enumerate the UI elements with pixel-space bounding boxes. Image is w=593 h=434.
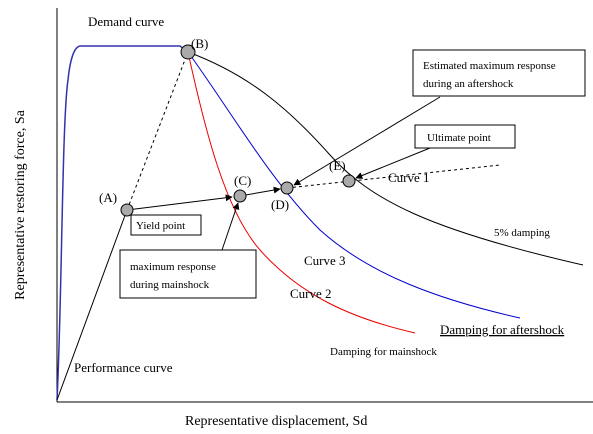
point-label: (D) bbox=[271, 197, 289, 212]
y-axis-label: Representative restoring force, Sa bbox=[13, 109, 28, 299]
arrow bbox=[221, 202, 240, 251]
point bbox=[180, 44, 196, 60]
curve-1 bbox=[187, 51, 584, 266]
point-label: (C) bbox=[234, 173, 251, 188]
box-text: maximum response bbox=[130, 261, 216, 273]
point bbox=[120, 203, 134, 217]
curve-2 bbox=[187, 51, 416, 334]
dashed-line bbox=[126, 51, 189, 211]
point-label: (B) bbox=[191, 36, 208, 51]
label: Damping for aftershock bbox=[440, 322, 565, 337]
label: 5% damping bbox=[494, 227, 550, 239]
performance-curve bbox=[56, 209, 128, 401]
box bbox=[412, 49, 586, 97]
box-text: during mainshock bbox=[130, 279, 210, 291]
label: Performance curve bbox=[74, 360, 173, 375]
arrow bbox=[126, 194, 233, 211]
label: Damping for mainshock bbox=[330, 346, 437, 358]
point bbox=[233, 189, 247, 203]
label: Curve 1 bbox=[388, 170, 430, 185]
box bbox=[414, 124, 516, 149]
box-text: Estimated maximum response bbox=[423, 60, 556, 72]
point bbox=[342, 174, 356, 188]
box-text: Yield point bbox=[136, 220, 185, 232]
point-label: (E) bbox=[329, 158, 346, 173]
x-axis-label: Representative displacement, Sd bbox=[185, 414, 367, 429]
label: Curve 2 bbox=[290, 286, 332, 301]
arrow bbox=[355, 147, 431, 179]
box bbox=[130, 214, 202, 236]
arrow bbox=[293, 96, 441, 186]
label: Demand curve bbox=[88, 14, 164, 29]
arrow bbox=[239, 186, 281, 197]
box-text: during an aftershock bbox=[423, 78, 514, 90]
demand-curve bbox=[56, 45, 189, 401]
box bbox=[119, 249, 257, 299]
point bbox=[280, 181, 294, 195]
box-text: Ultimate point bbox=[427, 132, 491, 144]
curve-3 bbox=[187, 51, 521, 319]
point-label: (A) bbox=[99, 190, 117, 205]
label: Curve 3 bbox=[304, 253, 346, 268]
